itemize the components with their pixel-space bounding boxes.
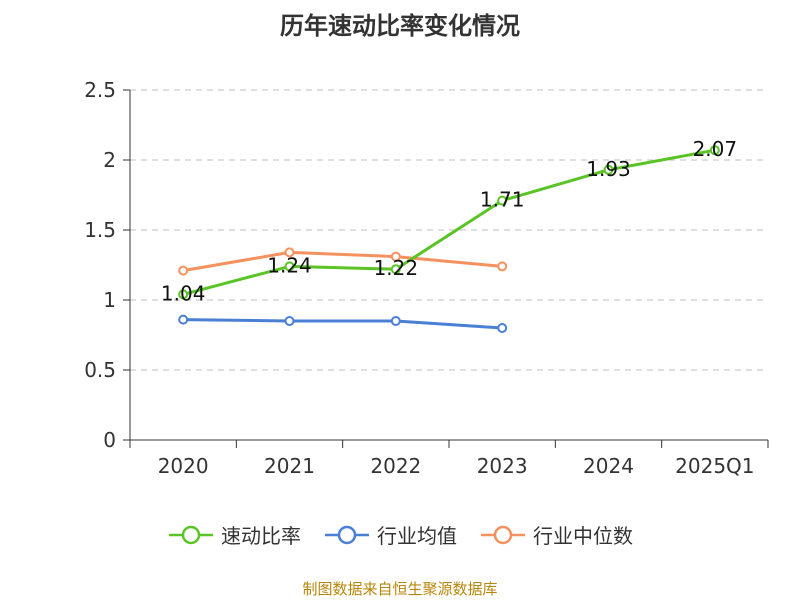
legend-label: 行业均值 [377,524,457,548]
data-point [497,261,508,272]
data-point [178,289,189,300]
data-point [284,316,295,326]
x-tick-label: 2021 [264,454,315,478]
data-point [284,247,295,258]
chart-title: 历年速动比率变化情况 [280,12,520,40]
data-point [390,251,401,262]
source-note: 制图数据来自恒生聚源数据库 [302,580,498,598]
data-point [390,316,401,326]
x-tick-label: 2022 [370,454,421,478]
data-point [284,261,295,272]
x-tick-label: 2025Q1 [675,454,754,478]
x-tick-label: 2020 [158,454,209,478]
data-point [603,164,614,175]
series-line-2 [182,250,503,273]
legend-line-marker-icon [481,525,525,544]
data-label: 1.04 [161,281,206,305]
chart-legend: 速动比率 行业均值 行业中位数 [0,520,800,549]
series-line-1 [183,318,503,330]
legend-label: 行业中位数 [533,524,633,548]
x-tick-label: 2023 [477,454,528,478]
x-tick-label: 2024 [583,454,634,478]
legend-item[interactable]: 行业均值 [323,520,457,549]
y-tick-label: 0.5 [84,358,116,382]
data-point [178,265,189,276]
legend-item[interactable]: 行业中位数 [479,520,633,549]
y-tick-label: 1 [103,288,116,312]
data-point [390,264,401,275]
data-label: 1.24 [267,253,312,277]
data-point [497,323,508,333]
y-tick-label: 0 [103,428,116,452]
legend-line-marker-icon [325,525,369,544]
data-point [497,195,508,206]
data-label: 1.93 [586,157,631,181]
legend-label: 速动比率 [221,524,301,548]
legend-item[interactable]: 速动比率 [167,520,301,549]
legend-line-marker-icon [169,525,213,544]
y-tick-label: 2 [103,148,116,172]
data-point [178,314,189,325]
y-tick-label: 2.5 [84,78,116,102]
data-label: 1.22 [374,256,419,280]
data-label: 2.07 [693,137,738,161]
y-tick-label: 1.5 [84,218,116,242]
data-point [709,145,720,156]
series-line-0 [182,148,716,296]
data-label: 1.71 [480,188,525,212]
